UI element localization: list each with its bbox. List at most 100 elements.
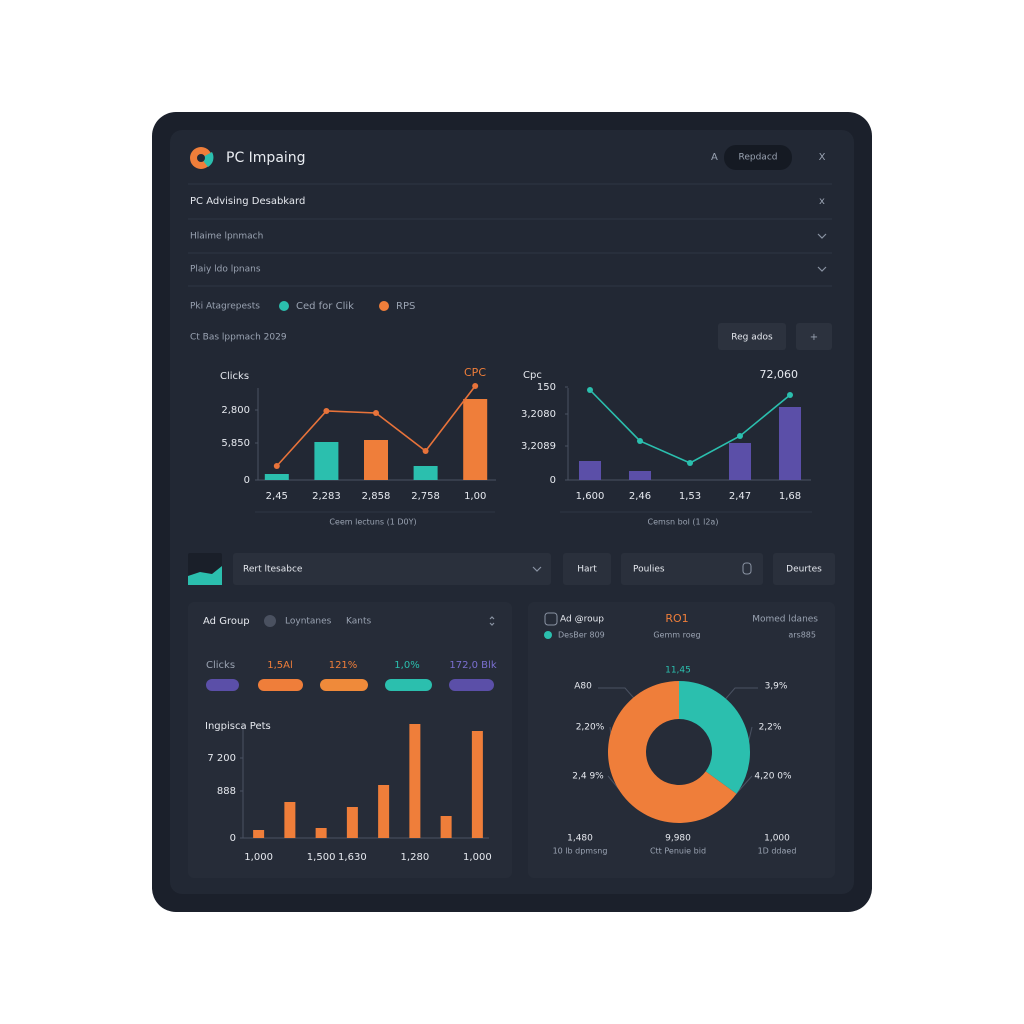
sort-icon[interactable] [489,622,495,626]
y-tick-label: 888 [217,786,236,797]
toolbar-button[interactable] [563,553,611,585]
pie-footer-value: 9,980 [665,834,691,844]
row-label[interactable]: Hlaime lpnmach [190,232,263,242]
legend-dot [544,631,552,639]
pie-subheader: Gemm roeg [653,631,700,640]
donut-segment [607,681,737,823]
y-tick-label: 5,850 [221,438,250,449]
toolbar-button[interactable] [773,553,835,585]
chart-title: Ingpisca Pets [205,721,271,732]
filter-item[interactable]: RPS [396,301,415,312]
x-tick-label: 2,46 [629,491,651,502]
x-tick-label: 1,500 [307,852,336,863]
metric-label: Clicks [206,660,235,671]
filter-label: Pki Atagrepests [190,302,260,312]
add-button[interactable] [796,323,832,350]
action-button[interactable] [718,323,786,350]
y-tick-label: 7 200 [207,753,236,764]
panel [188,602,512,878]
legend-icon [544,612,558,626]
y-tick-label: 0 [244,475,250,486]
tab[interactable]: Kants [346,617,371,627]
toggle[interactable] [264,615,276,627]
row-label[interactable]: PC Advising Desabkard [190,196,305,207]
chart-annotation: CPC [464,366,486,379]
header-button-label[interactable]: Repdacd [739,153,778,163]
chevron[interactable] [817,266,827,272]
pill [449,679,494,691]
metric-value: 1,0% [394,660,419,671]
pie-annotation: A80 [574,682,592,692]
toolbar-button-label[interactable]: Poulies [633,565,665,575]
header-button[interactable] [724,145,792,170]
line-point [273,463,280,469]
pie-annotation: 2,4 9% [572,772,604,782]
select-label[interactable]: Rert ltesabce [243,565,303,575]
panel-title: Ad Group [203,616,250,627]
x-tick-label: 1,000 [244,852,273,863]
pie-annotation: 2,2% [759,723,782,733]
line-point [787,392,793,398]
line-point [373,410,379,416]
row-close[interactable]: x [819,196,825,207]
action-label[interactable]: Reg ados [731,333,773,343]
pie-footer-label: Ctt Penuie bid [650,847,706,856]
line-point [737,433,743,439]
user-initial[interactable]: A [711,152,718,163]
chevron[interactable] [532,566,542,572]
x-tick-label: 2,47 [729,491,751,502]
x-tick-label: 2,45 [266,491,288,502]
metric-value: 172,0 Blk [449,660,496,671]
x-tick-label: 2,758 [411,491,440,502]
x-axis-label: Cemsn bol (1 l2a) [648,518,719,527]
pie-title: Ad @roup [560,615,604,625]
select[interactable] [233,553,551,585]
x-tick-label: 1,00 [464,491,486,502]
bar [413,466,438,480]
line-point [587,387,593,393]
toolbar-button-label[interactable]: Hart [577,565,597,575]
legend-dot [379,301,389,311]
chart-title: Clicks [220,371,249,382]
pill [258,679,303,691]
pie-annotation: 2,20% [576,723,605,733]
bar [364,440,388,480]
row-label[interactable]: Plaiy ldo lpnans [190,265,261,275]
chart-title: Cpc [523,370,542,381]
toolbar-button[interactable] [621,553,763,585]
y-tick-label: 0 [230,833,236,844]
bar [779,407,801,480]
line-point [637,438,643,444]
pill [385,679,432,691]
close[interactable]: X [819,152,826,163]
bar [463,399,488,480]
pie-annotation: 4,20 0% [754,772,792,782]
y-tick-label: 150 [537,382,556,393]
bar [284,802,296,838]
y-tick-label: 2,800 [221,405,250,416]
line-point [422,448,429,454]
add-label[interactable]: + [810,332,818,343]
x-tick-label: 2,283 [312,491,341,502]
pie-header: RO1 [665,612,688,625]
x-tick-label: 1,630 [338,852,367,863]
legend-dot [279,301,289,311]
bar [264,474,289,480]
panel [528,602,835,878]
x-tick-label: 1,53 [679,491,701,502]
pie-footer-label: 10 lb dpmsng [553,847,608,856]
bar [253,830,265,838]
filter-item[interactable]: Ced for Clik [296,301,354,312]
chevron[interactable] [817,233,827,239]
line-point [323,408,330,414]
tab[interactable]: Loyntanes [285,617,332,627]
sort-icon[interactable] [489,616,495,620]
pie-annotation: 3,9% [765,682,788,692]
bar [579,461,601,480]
donut-segment [679,681,750,794]
toolbar-button-label[interactable]: Deurtes [786,565,822,575]
pie-footer-label: 1D ddaed [758,847,797,856]
metric-value: 1,5Al [267,660,293,671]
pill [206,679,239,691]
